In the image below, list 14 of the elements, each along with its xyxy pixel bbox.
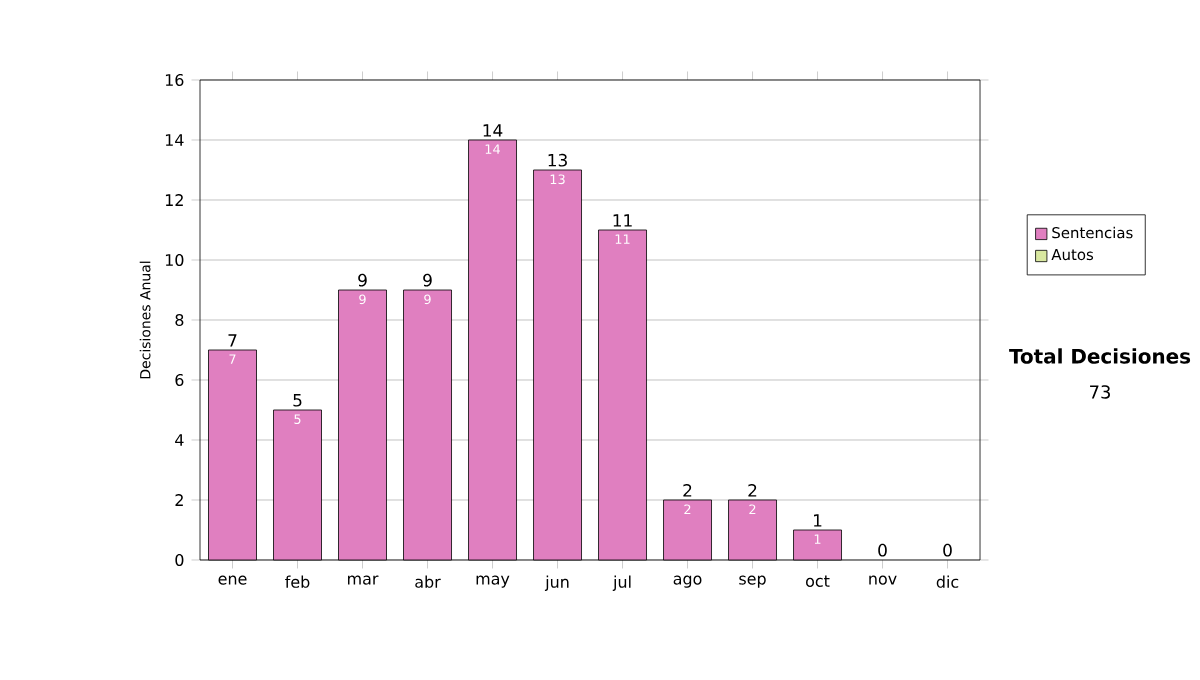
total-label: 9 — [423, 273, 432, 287]
total-label: 7 — [228, 334, 237, 347]
total-label: 5 — [293, 394, 302, 407]
total-label: 2 — [748, 484, 757, 497]
text: Total Decisiones — [1009, 348, 1191, 364]
total-label: 9 — [358, 273, 367, 287]
total-label: 13 — [548, 153, 567, 167]
total-label: 1 — [814, 514, 822, 527]
total-label: 11 — [613, 214, 632, 227]
total-label: 14 — [483, 124, 503, 137]
total-label: 0 — [878, 543, 887, 557]
total-label: 0 — [943, 543, 952, 557]
text: 73 — [1090, 385, 1110, 399]
total-label: 2 — [683, 484, 692, 497]
